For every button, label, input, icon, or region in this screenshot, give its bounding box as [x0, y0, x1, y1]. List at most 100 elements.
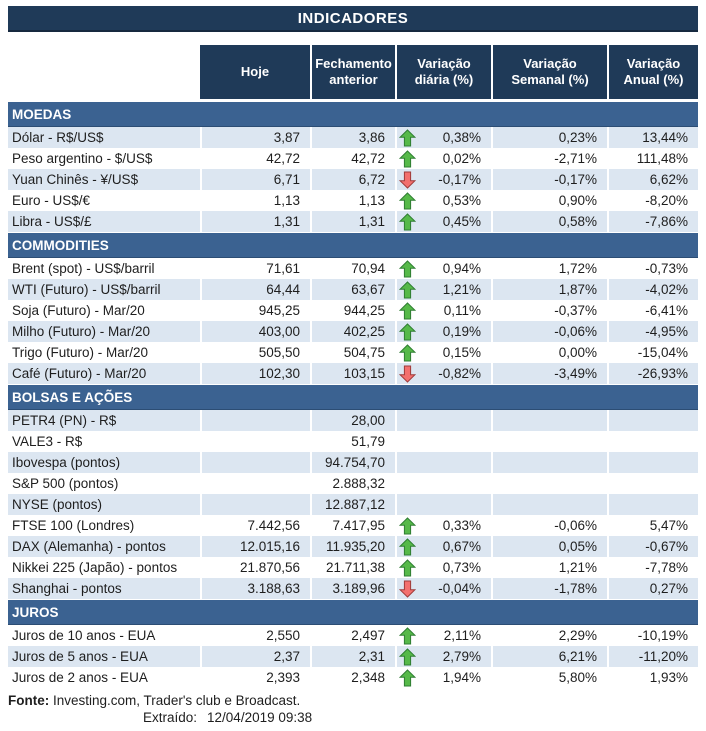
footer: Fonte: Investing.com, Trader's club e Br… — [8, 692, 698, 726]
row-label: DAX (Alemanha) - pontos — [12, 539, 166, 554]
up-arrow-icon — [399, 343, 416, 362]
fechamento-anterior-value: 103,15 — [310, 363, 395, 384]
variacao-anual-value: 5,47% — [607, 515, 698, 536]
variacao-anual-value: -4,95% — [607, 321, 698, 342]
hoje-value — [200, 452, 310, 473]
variacao-diaria-cell: 1,21% — [395, 279, 491, 300]
variacao-diaria-value: 0,02% — [442, 151, 481, 166]
fechamento-anterior-value: 402,25 — [310, 321, 395, 342]
variacao-semanal-value — [491, 431, 607, 452]
variacao-anual-value — [607, 410, 698, 431]
fechamento-anterior-value: 63,67 — [310, 279, 395, 300]
variacao-diaria-cell: 0,38% — [395, 127, 491, 148]
variacao-diaria-cell: 0,67% — [395, 536, 491, 557]
variacao-semanal-value: 0,90% — [491, 190, 607, 211]
hoje-value: 2,37 — [200, 646, 310, 667]
variacao-semanal-value: -0,06% — [491, 515, 607, 536]
table-row: Ibovespa (pontos) 94.754,70 — [8, 452, 698, 473]
section-header-moedas: MOEDAS — [8, 102, 698, 127]
variacao-diaria-cell — [395, 473, 491, 494]
down-arrow-icon — [399, 580, 416, 598]
down-arrow-icon — [399, 365, 416, 383]
variacao-anual-value: -7,78% — [607, 557, 698, 578]
column-header-variacao-semanal: Variação Semanal (%) — [491, 45, 607, 99]
indicators-table: MOEDAS Dólar - R$/US$ 3,87 3,86 0,38% 0,… — [8, 102, 698, 688]
table-row: Nikkei 225 (Japão) - pontos 21.870,56 21… — [8, 557, 698, 578]
row-label: Juros de 10 anos - EUA — [12, 628, 156, 643]
variacao-diaria-cell — [395, 410, 491, 431]
variacao-semanal-value: 1,21% — [491, 557, 607, 578]
fechamento-anterior-value: 94.754,70 — [310, 452, 395, 473]
variacao-diaria-cell: 0,45% — [395, 211, 491, 232]
row-label: Soja (Futuro) - Mar/20 — [12, 303, 145, 318]
up-arrow-icon — [399, 537, 416, 556]
section-header-commodities: COMMODITIES — [8, 233, 698, 258]
variacao-diaria-value: 0,33% — [442, 518, 481, 533]
up-arrow-icon — [399, 259, 416, 278]
up-arrow-icon — [399, 516, 416, 535]
variacao-anual-value: 13,44% — [607, 127, 698, 148]
table-row: Juros de 2 anos - EUA 2,393 2,348 1,94% … — [8, 667, 698, 688]
fechamento-anterior-value: 3,86 — [310, 127, 395, 148]
table-row: PETR4 (PN) - R$ 28,00 — [8, 410, 698, 431]
table-row: Trigo (Futuro) - Mar/20 505,50 504,75 0,… — [8, 342, 698, 363]
variacao-semanal-value: 0,05% — [491, 536, 607, 557]
variacao-diaria-cell: 0,15% — [395, 342, 491, 363]
fechamento-anterior-value: 2,348 — [310, 667, 395, 688]
variacao-semanal-value — [491, 452, 607, 473]
column-header-variacao-anual: Variação Anual (%) — [607, 45, 698, 99]
variacao-diaria-cell: 1,94% — [395, 667, 491, 688]
table-row: FTSE 100 (Londres) 7.442,56 7.417,95 0,3… — [8, 515, 698, 536]
hoje-value: 1,13 — [200, 190, 310, 211]
up-arrow-icon — [399, 647, 416, 666]
variacao-semanal-value: 0,00% — [491, 342, 607, 363]
variacao-diaria-value: 1,94% — [442, 670, 481, 685]
variacao-semanal-value: -2,71% — [491, 148, 607, 169]
up-arrow-icon — [399, 280, 416, 299]
variacao-diaria-value: -0,82% — [438, 366, 481, 381]
variacao-diaria-cell: -0,04% — [395, 578, 491, 599]
hoje-value: 945,25 — [200, 300, 310, 321]
variacao-anual-value — [607, 473, 698, 494]
variacao-anual-value: -0,67% — [607, 536, 698, 557]
hoje-value: 6,71 — [200, 169, 310, 190]
variacao-anual-value: -11,20% — [607, 646, 698, 667]
row-label: Milho (Futuro) - Mar/20 — [12, 324, 151, 339]
up-arrow-icon — [399, 668, 416, 687]
variacao-diaria-cell — [395, 452, 491, 473]
row-label: Brent (spot) - US$/barril — [12, 261, 155, 276]
fechamento-anterior-value: 1,31 — [310, 211, 395, 232]
variacao-diaria-cell — [395, 431, 491, 452]
row-label: Yuan Chinês - ¥/US$ — [12, 172, 139, 187]
variacao-anual-value: 111,48% — [607, 148, 698, 169]
variacao-diaria-value: 0,15% — [442, 345, 481, 360]
variacao-diaria-cell: 0,73% — [395, 557, 491, 578]
variacao-diaria-value: 0,11% — [443, 303, 481, 318]
variacao-diaria-value: -0,04% — [438, 581, 481, 596]
fechamento-anterior-value: 944,25 — [310, 300, 395, 321]
table-row: Dólar - R$/US$ 3,87 3,86 0,38% 0,23% 13,… — [8, 127, 698, 148]
variacao-anual-value: -8,20% — [607, 190, 698, 211]
variacao-anual-value: -26,93% — [607, 363, 698, 384]
variacao-anual-value: 1,93% — [607, 667, 698, 688]
up-arrow-icon — [399, 149, 416, 168]
variacao-semanal-value: 1,72% — [491, 258, 607, 279]
variacao-semanal-value: -1,78% — [491, 578, 607, 599]
row-label: VALE3 - R$ — [12, 434, 83, 449]
hoje-value: 2,393 — [200, 667, 310, 688]
hoje-value: 403,00 — [200, 321, 310, 342]
row-label: PETR4 (PN) - R$ — [12, 413, 117, 428]
table-row: Juros de 10 anos - EUA 2,550 2,497 2,11%… — [8, 625, 698, 646]
hoje-value: 64,44 — [200, 279, 310, 300]
hoje-value — [200, 473, 310, 494]
fechamento-anterior-value: 70,94 — [310, 258, 395, 279]
table-column-headers: Hoje Fechamento anterior Variação diária… — [8, 45, 698, 99]
table-row: S&P 500 (pontos) 2.888,32 — [8, 473, 698, 494]
column-header-fechamento-anterior: Fechamento anterior — [310, 45, 395, 99]
row-label: Dólar - R$/US$ — [12, 130, 104, 145]
up-arrow-icon — [399, 626, 416, 645]
variacao-diaria-cell: 0,11% — [395, 300, 491, 321]
variacao-semanal-value: 2,29% — [491, 625, 607, 646]
variacao-diaria-value: 1,21% — [442, 282, 481, 297]
